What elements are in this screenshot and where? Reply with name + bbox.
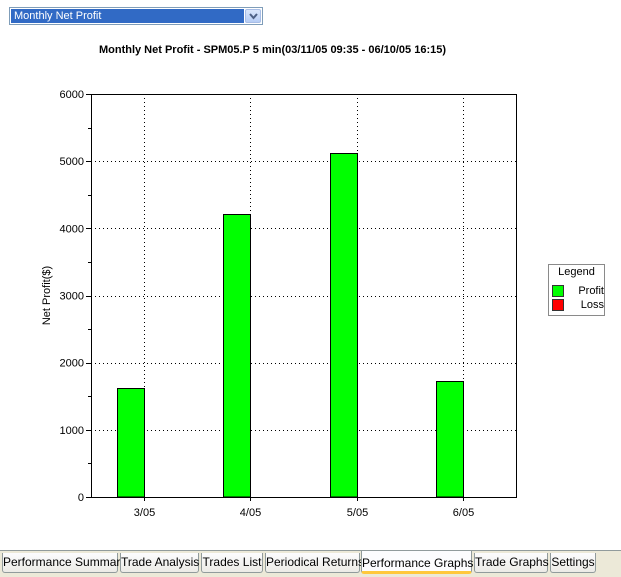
bar-profit [117, 388, 145, 498]
tab-trade-graphs[interactable]: Trade Graphs [474, 553, 549, 573]
y-tick-label: 5000 [60, 156, 84, 168]
tab-trade-analysis[interactable]: Trade Analysis [120, 553, 199, 573]
y-tick-label: 0 [78, 492, 84, 504]
tab-performance-graphs[interactable]: Performance Graphs [361, 551, 473, 574]
legend-title: Legend [558, 266, 595, 278]
plot-frame [91, 94, 517, 498]
tab-settings[interactable]: Settings [550, 553, 596, 573]
y-tick-label: 3000 [60, 291, 84, 303]
y-axis-label: Net Profit($) [41, 266, 53, 325]
y-tick-label: 1000 [60, 425, 84, 437]
y-tick-label: 2000 [60, 358, 84, 370]
bar-profit [330, 153, 358, 498]
bar-profit [223, 214, 251, 498]
chevron-down-icon [249, 13, 258, 20]
x-tick-label: 6/05 [453, 507, 474, 519]
report-tab-bar: Performance Summary Trade Analysis Trade… [0, 550, 621, 577]
dropdown-button[interactable] [245, 9, 261, 23]
tab-trades-list[interactable]: Trades List [201, 553, 263, 573]
bar-profit [436, 381, 464, 498]
legend-swatch-loss [552, 299, 564, 311]
chart-legend: Legend Profit Loss [548, 264, 605, 316]
bar-chart: 0 1000 2000 3000 4000 5000 6000 3/05 4/05 5/05 6/0… [41, 89, 517, 519]
y-tick-label: 4000 [60, 223, 84, 235]
legend-label-profit: Profit [578, 285, 604, 297]
x-tick-label: 4/05 [240, 507, 261, 519]
y-tick-label: 6000 [60, 89, 84, 101]
graph-type-value: Monthly Net Profit [11, 9, 244, 23]
tab-periodical-returns[interactable]: Periodical Returns [265, 553, 364, 573]
x-tick-label: 5/05 [347, 507, 368, 519]
tab-performance-summary[interactable]: Performance Summary [2, 553, 126, 573]
graph-type-dropdown[interactable]: Monthly Net Profit [9, 7, 263, 25]
chart-title: Monthly Net Profit - SPM05.P 5 min(03/11… [98, 44, 447, 56]
x-tick-label: 3/05 [134, 507, 155, 519]
report-panel: Monthly Net Profit Monthly Net Profit - … [0, 0, 621, 550]
legend-label-loss: Loss [580, 299, 604, 311]
legend-swatch-profit [552, 285, 564, 297]
